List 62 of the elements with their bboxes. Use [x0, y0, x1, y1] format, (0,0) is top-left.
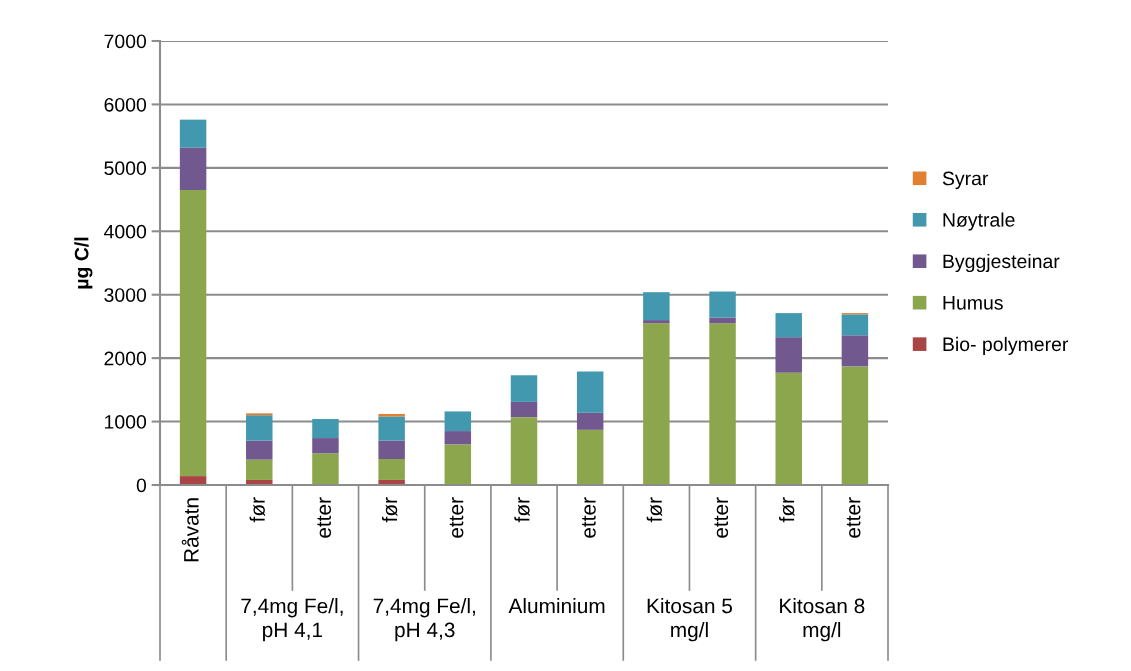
legend-label: Humus [943, 296, 1003, 310]
legend-label: Bio- polymerer [943, 336, 1069, 355]
bar [510, 417, 538, 485]
x-tick-label: før [779, 497, 795, 523]
text: 7,4mg Fe/l, pH 4,1 [241, 598, 343, 642]
bar [510, 375, 538, 402]
bar [775, 337, 802, 373]
bar [643, 320, 670, 324]
y-tick-label: 5000 [104, 161, 147, 176]
bar [246, 440, 273, 460]
bar [709, 291, 736, 318]
bar [246, 415, 273, 441]
bar [378, 416, 405, 441]
bar [841, 366, 869, 485]
y-tick-label: 2000 [104, 351, 147, 366]
bar [576, 429, 604, 485]
bar [643, 292, 670, 321]
y-tick-label: 7000 [104, 34, 147, 49]
bar [444, 444, 472, 485]
bar [378, 440, 405, 459]
x-tick-label: etter [714, 497, 729, 538]
y-tick-label: 1000 [105, 415, 147, 429]
x-tick-label: før [249, 497, 266, 523]
bar [643, 323, 670, 485]
bar [576, 371, 604, 413]
bar [709, 323, 736, 485]
text: 7,4mg Fe/l, pH 4,3 [373, 598, 475, 642]
bar [246, 459, 273, 480]
bar [444, 411, 472, 432]
bar [312, 438, 339, 454]
x-tick-label: etter [582, 497, 596, 538]
y-tick-label: 6000 [104, 97, 147, 112]
bar [179, 147, 207, 191]
bar [576, 412, 604, 430]
text: Kitosan 5 mg/l [647, 598, 733, 642]
bar [312, 453, 339, 485]
bar [841, 335, 869, 367]
bar [775, 372, 802, 485]
bar [510, 401, 538, 418]
legend-label: Nøytrale [943, 212, 1015, 231]
bar [775, 313, 802, 338]
bar [841, 314, 869, 336]
y-tick-label: 3000 [104, 288, 147, 302]
bar [378, 458, 405, 480]
x-tick-label: før [381, 497, 398, 523]
legend-label: Syrar [942, 171, 989, 190]
x-tick-label: Råvatn [181, 498, 199, 562]
bar [179, 119, 207, 148]
x-tick-label: etter [449, 497, 464, 538]
x-tick-label: før [646, 497, 663, 523]
y-tick-label: 4000 [104, 224, 147, 239]
text: Aluminium [508, 598, 605, 614]
x-tick-label: før [514, 497, 530, 523]
x-tick-label: etter [317, 497, 332, 538]
bar [444, 431, 472, 445]
x-tick-label: etter [846, 497, 861, 538]
y-tick-label: 0 [136, 478, 147, 493]
bar [312, 419, 339, 439]
legend-label: Byggjesteinar [943, 253, 1060, 273]
bar [179, 190, 207, 477]
y-axis-title: µg C/l [74, 237, 93, 289]
text: Kitosan 8 mg/l [780, 598, 865, 642]
